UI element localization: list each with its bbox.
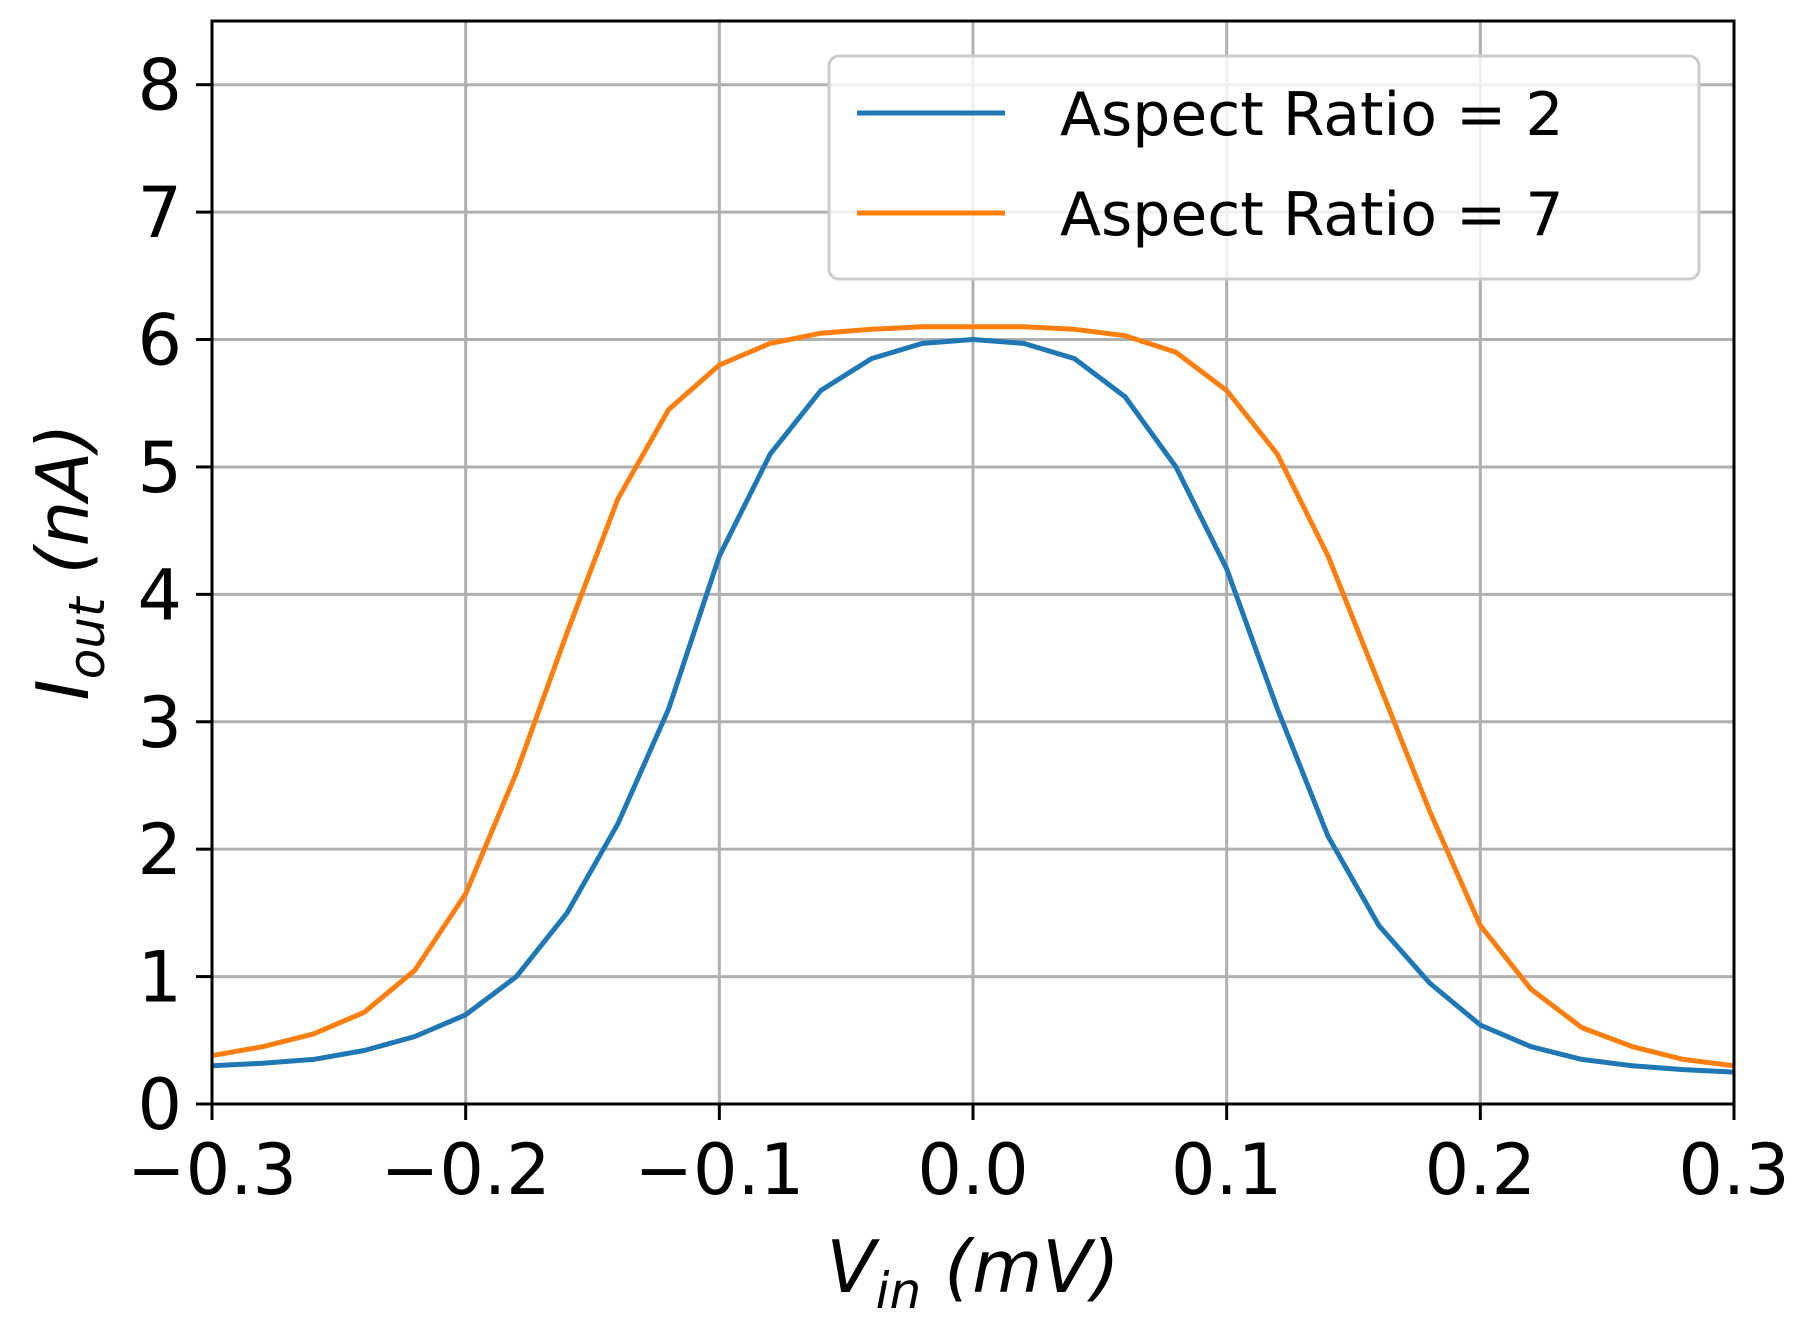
y-tick-label: 5 — [137, 427, 182, 509]
x-tick-label: 0.2 — [1425, 1129, 1536, 1211]
y-tick-label: 8 — [137, 45, 182, 127]
ticks: −0.3 −0.2 −0.1 0.0 0.1 0.2 0.3 0 1 2 3 4 5 6 7 8 — [127, 45, 1790, 1211]
legend: Aspect Ratio = 2 Aspect Ratio = 7 — [827, 54, 1701, 281]
x-tick-label: 0.0 — [917, 1129, 1028, 1211]
y-axis-label: Iout (nA) — [21, 423, 116, 700]
y-tick-label: 0 — [137, 1064, 182, 1146]
y-tick-label: 4 — [137, 554, 182, 636]
x-tick-label: −0.3 — [127, 1129, 297, 1211]
x-tick-label: 0.1 — [1171, 1129, 1282, 1211]
series-line-1 — [211, 324, 1735, 1069]
x-tick-label: −0.1 — [634, 1129, 804, 1211]
y-tick-label: 2 — [137, 809, 182, 891]
legend-label-0: Aspect Ratio = 2 — [1060, 80, 1564, 150]
x-axis-label: Vin (mV) — [826, 1225, 1119, 1320]
y-tick-label: 6 — [137, 300, 182, 382]
series-lines — [211, 324, 1735, 1075]
x-tick-label: −0.2 — [381, 1129, 551, 1211]
y-tick-label: 1 — [137, 937, 182, 1019]
legend-box — [827, 54, 1701, 281]
x-tick-label: 0.3 — [1678, 1129, 1789, 1211]
y-tick-label: 7 — [137, 172, 182, 254]
series-line-0 — [211, 337, 1735, 1075]
y-tick-label: 3 — [137, 682, 182, 764]
legend-label-1: Aspect Ratio = 7 — [1060, 180, 1564, 250]
